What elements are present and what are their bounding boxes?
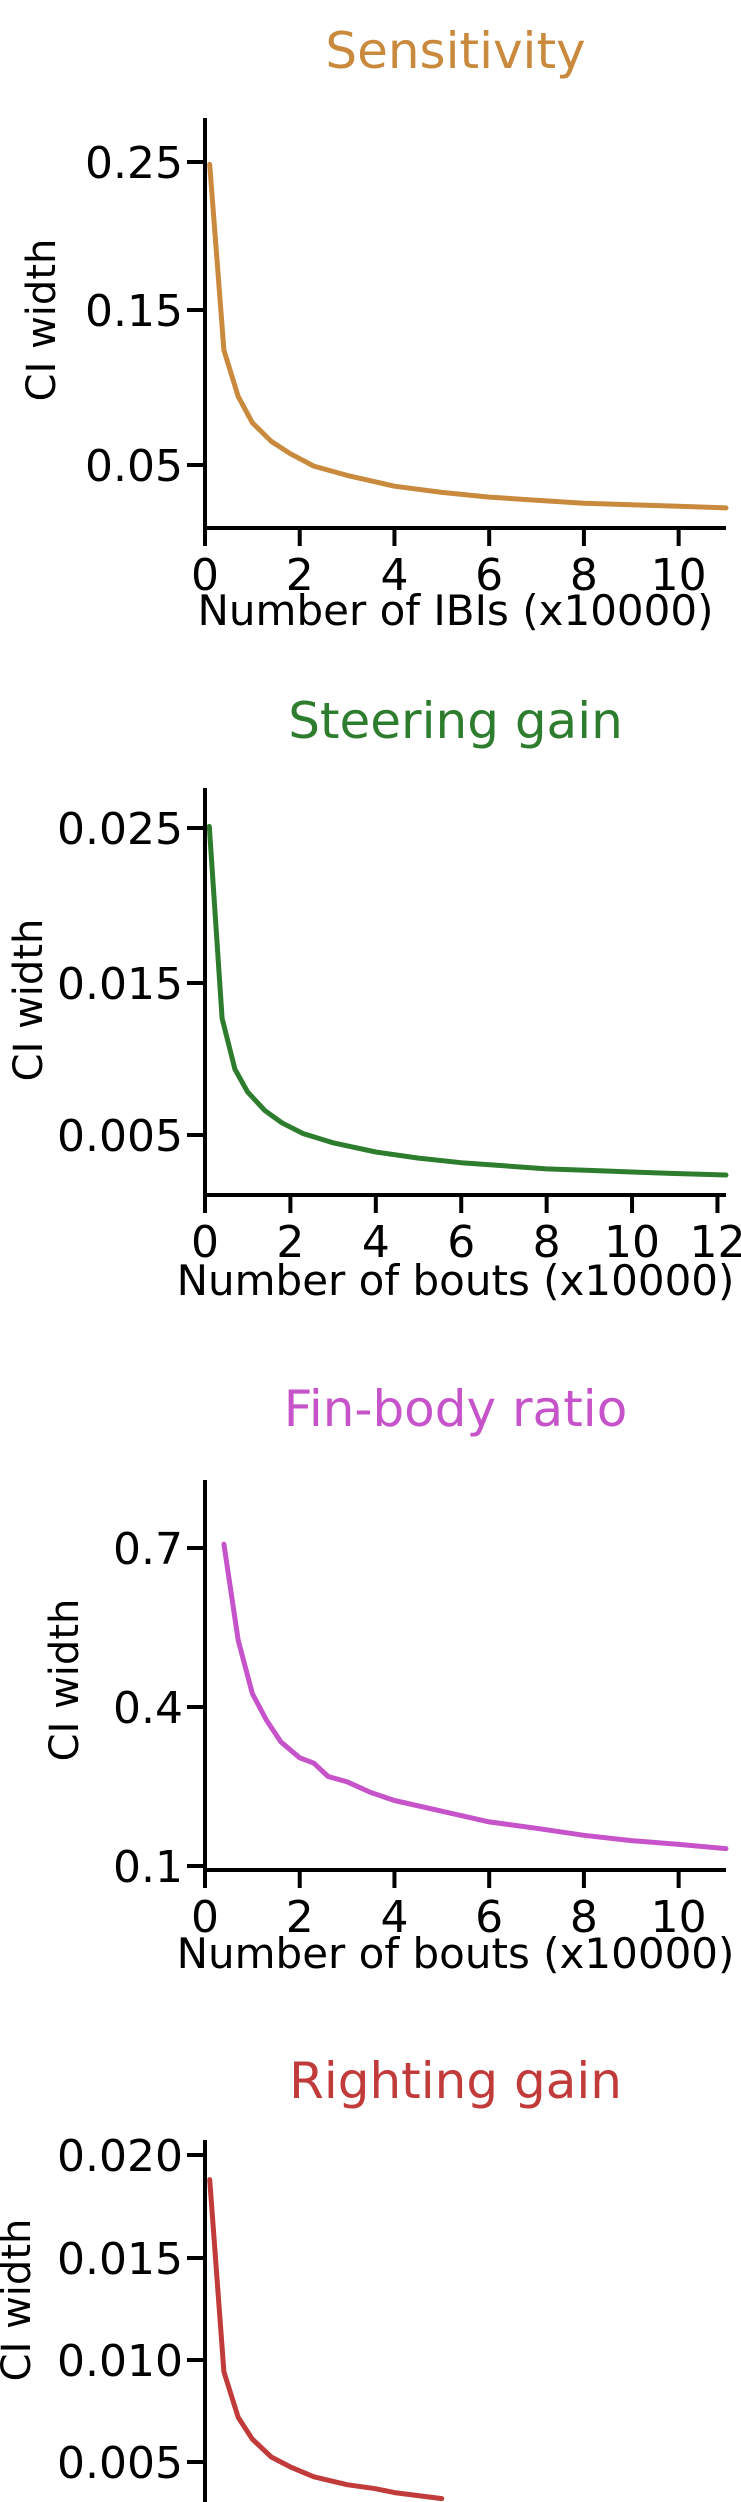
chart-2-x-label: Number of bouts (x10000) <box>177 1256 735 1305</box>
chart-4-series-line <box>207 2177 445 2502</box>
chart-3-xtick-label-5: 10 <box>651 1892 707 1943</box>
chart-4-ytick-label-1: 0.015 <box>57 2234 183 2285</box>
chart-4-title: Righting gain <box>289 2052 622 2110</box>
chart-3-ytick-label-1: 0.4 <box>113 1683 183 1734</box>
chart-3-series-line <box>221 1541 729 1852</box>
chart-1-xtick-label-2: 4 <box>380 550 408 601</box>
chart-2-xtick-label-5: 10 <box>604 1217 660 1268</box>
chart-4-y-label: CI width <box>0 2219 40 2382</box>
chart-4-ytick-label-2: 0.010 <box>57 2336 183 2387</box>
chart-1-xtick-label-3: 6 <box>475 550 503 601</box>
chart-1-ytick-label-0: 0.25 <box>85 138 183 189</box>
chart-4-ytick-label-3: 0.005 <box>57 2438 183 2489</box>
chart-1-xtick-label-5: 10 <box>651 550 707 601</box>
chart-2-ytick-label-1: 0.015 <box>57 959 183 1010</box>
chart-3-xtick-label-1: 2 <box>286 1892 314 1943</box>
chart-1-ytick-label-1: 0.15 <box>85 286 183 337</box>
chart-1-x-label: Number of IBIs (x10000) <box>198 586 714 635</box>
chart-3-xtick-label-4: 8 <box>570 1892 598 1943</box>
chart-3-xtick-label-0: 0 <box>191 1892 219 1943</box>
chart-2-xtick-label-6: 12 <box>689 1217 741 1268</box>
chart-3-xtick-label-2: 4 <box>380 1892 408 1943</box>
chart-3-xtick-label-3: 6 <box>475 1892 503 1943</box>
chart-3-y-label: CI width <box>42 1599 88 1762</box>
chart-1-y-label: CI width <box>19 239 65 402</box>
chart-1-title: Sensitivity <box>325 22 585 80</box>
chart-2-xtick-label-2: 4 <box>362 1217 390 1268</box>
chart-2-y-label: CI width <box>6 919 52 1082</box>
chart-1-xtick-label-0: 0 <box>191 550 219 601</box>
chart-1-xtick-label-1: 2 <box>286 550 314 601</box>
chart-4-ytick-label-0: 0.020 <box>57 2131 183 2182</box>
chart-2-xtick-label-3: 6 <box>447 1217 475 1268</box>
chart-1-series-line <box>207 161 729 511</box>
chart-3-ytick-label-0: 0.7 <box>113 1524 183 1575</box>
chart-3-ytick-label-2: 0.1 <box>113 1842 183 1893</box>
chart-2-xtick-label-1: 2 <box>276 1217 304 1268</box>
chart-2-xtick-label-0: 0 <box>191 1217 219 1268</box>
chart-2-xtick-label-4: 8 <box>533 1217 561 1268</box>
chart-1-xtick-label-4: 8 <box>570 550 598 601</box>
chart-2-ytick-label-2: 0.005 <box>57 1111 183 1162</box>
chart-2-series-line <box>206 823 729 1178</box>
chart-2-title: Steering gain <box>288 692 623 750</box>
chart-3-title: Fin-body ratio <box>284 1380 628 1438</box>
chart-1-ytick-label-2: 0.05 <box>85 441 183 492</box>
chart-2-ytick-label-0: 0.025 <box>57 804 183 855</box>
chart-3-x-label: Number of bouts (x10000) <box>177 1929 735 1978</box>
